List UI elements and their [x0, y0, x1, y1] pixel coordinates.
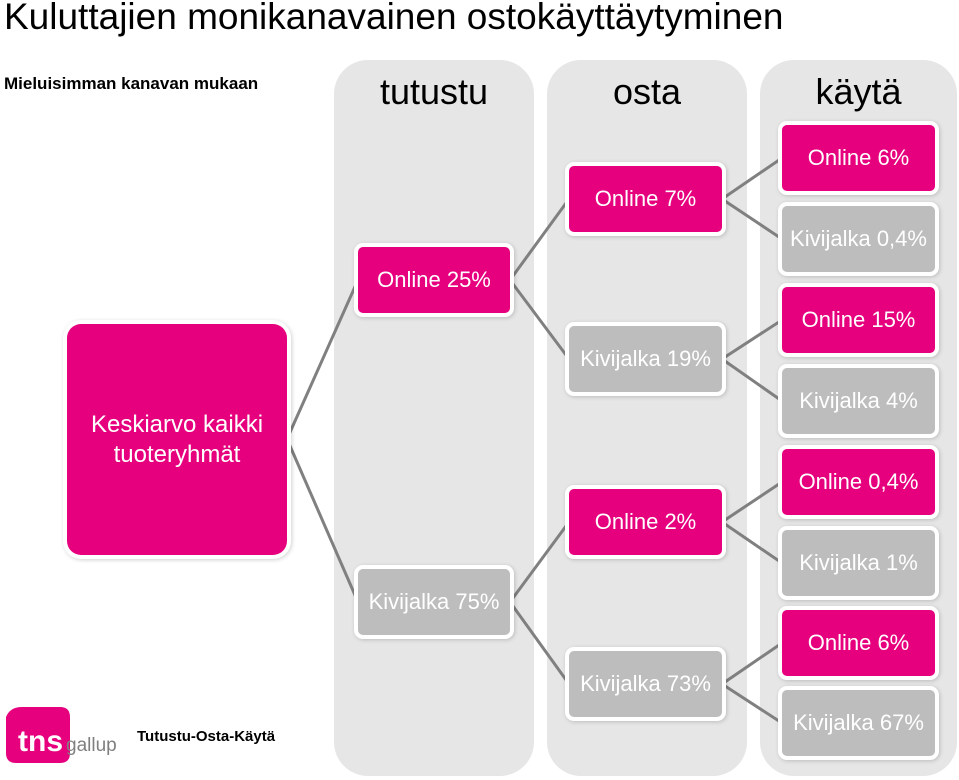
node-kayta-6: Kivijalka 1% [782, 530, 935, 596]
connector-root-online [285, 279, 360, 440]
node-osta-online-online: Online 7% [569, 166, 722, 232]
page-title: Kuluttajien monikanavainen ostokäyttäyty… [4, 0, 784, 37]
node-tutustu-kivijalka: Kivijalka 75% [358, 569, 510, 635]
connector-root-kivijalka [285, 438, 360, 603]
node-osta-kivijalka-online: Online 2% [569, 489, 722, 555]
connector-l2b-kivijalka [721, 357, 783, 403]
connector-online-kivijalka [508, 279, 571, 360]
column-header-osta: osta [612, 71, 682, 112]
node-osta-kivijalka-kivijalka: Kivijalka 73% [569, 651, 722, 717]
connector-l2d-kivijalka [721, 682, 783, 725]
node-kayta-7: Online 6% [782, 610, 935, 676]
connector-kivijalka-online [508, 521, 571, 603]
node-kayta-8: Kivijalka 67% [782, 690, 935, 756]
tns-gallup-logo: tns gallup [6, 707, 117, 763]
connector-l2b-online [721, 318, 783, 361]
connector-l2c-online [721, 480, 783, 524]
node-kayta-4: Kivijalka 4% [782, 368, 935, 434]
column-background-tutustu [334, 60, 534, 776]
connector-l2a-kivijalka [721, 197, 783, 241]
node-kayta-3: Online 15% [782, 287, 935, 353]
logo-tns-text: tns [18, 725, 63, 758]
connector-kivijalka-kivijalka [508, 601, 571, 685]
root-line-2: tuoteryhmät [113, 440, 241, 468]
connector-online-online [508, 198, 571, 281]
connector-l2c-kivijalka [721, 520, 783, 565]
connector-l2d-online [721, 641, 783, 686]
column-header-tutustu: tutustu [379, 71, 489, 112]
node-kayta-2: Kivijalka 0,4% [782, 206, 935, 272]
node-kayta-1: Online 6% [782, 125, 935, 191]
connector-l2a-online [721, 156, 783, 201]
node-osta-online-kivijalka: Kivijalka 19% [569, 326, 722, 392]
footer-label: Tutustu-Osta-Käytä [137, 728, 276, 745]
node-tutustu-online: Online 25% [358, 247, 510, 313]
node-kayta-5: Online 0,4% [782, 449, 935, 515]
page-subtitle: Mieluisimman kanavan mukaan [4, 74, 259, 93]
root-line-1: Keskiarvo kaikki [90, 410, 264, 438]
logo-gallup-text: gallup [66, 735, 117, 756]
root-node: Keskiarvo kaikki tuoteryhmät [67, 324, 287, 555]
column-header-kayta: käytä [815, 71, 902, 112]
